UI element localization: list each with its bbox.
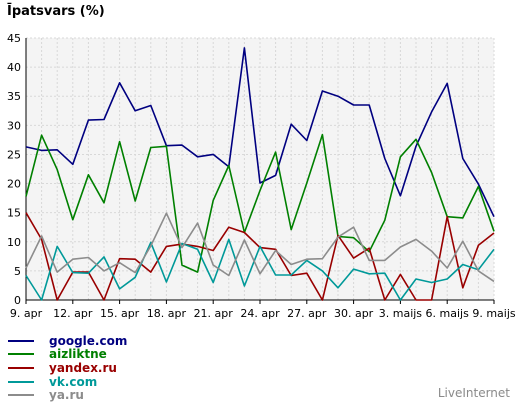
y-tick-label: 15 bbox=[7, 207, 21, 220]
legend-label: ya.ru bbox=[49, 388, 84, 403]
x-tick-label: 3. maijs bbox=[379, 307, 423, 320]
series-line-google-com bbox=[25, 47, 495, 218]
legend-item: vk.com bbox=[8, 375, 127, 389]
y-tick-label: 20 bbox=[7, 178, 21, 191]
legend-swatch bbox=[8, 366, 34, 369]
x-tick-label: 12. apr bbox=[53, 307, 93, 320]
legend-item: google.com bbox=[8, 334, 127, 348]
plot-area bbox=[26, 38, 494, 300]
x-tick-label: 24. apr bbox=[240, 307, 280, 320]
series-line-aizliktne bbox=[25, 133, 495, 273]
chart-title: Īpatsvars (%) bbox=[7, 4, 105, 19]
tick-labels: 0 5 10 15 20 25 30 35 40 45 9. apr 12. apr 15. apr 18… bbox=[7, 32, 516, 320]
y-tick-label: 35 bbox=[7, 90, 21, 103]
x-tick-label: 30. apr bbox=[334, 307, 374, 320]
y-tick-label: 45 bbox=[7, 32, 21, 45]
series-lines bbox=[25, 47, 495, 301]
legend-label: aizliktne bbox=[49, 347, 107, 362]
x-tick-label: 18. apr bbox=[147, 307, 187, 320]
legend-swatch bbox=[8, 380, 34, 383]
y-tick-label: 30 bbox=[7, 119, 21, 132]
legend: google.com aizliktne yandex.ru vk.com ya.ru bbox=[8, 334, 127, 402]
series-line-vk-com bbox=[25, 238, 495, 301]
y-tick-label: 40 bbox=[7, 61, 21, 74]
legend-swatch bbox=[8, 353, 34, 356]
x-tick-label: 9. maijs bbox=[472, 307, 516, 320]
legend-item: ya.ru bbox=[8, 388, 127, 402]
legend-item: aizliktne bbox=[8, 347, 127, 362]
series-line-ya-ru bbox=[25, 212, 495, 283]
x-tick-label: 15. apr bbox=[100, 307, 140, 320]
x-tick-label: 6. maijs bbox=[426, 307, 470, 320]
legend-swatch bbox=[8, 339, 34, 342]
legend-label: google.com bbox=[49, 333, 128, 348]
legend-label: yandex.ru bbox=[49, 360, 117, 375]
watermark-text: LiveInternet bbox=[437, 386, 510, 400]
y-tick-label: 0 bbox=[14, 294, 21, 307]
x-tick-label: 21. apr bbox=[194, 307, 234, 320]
legend-item: yandex.ru bbox=[8, 361, 127, 375]
y-tick-label: 10 bbox=[7, 236, 21, 249]
x-tick-label: 9. apr bbox=[10, 307, 43, 320]
legend-label: vk.com bbox=[49, 374, 98, 389]
y-tick-label: 5 bbox=[14, 265, 21, 278]
line-chart: 0 5 10 15 20 25 30 35 40 45 9. apr 12. apr 15. apr 18… bbox=[7, 32, 516, 320]
x-tick-label: 27. apr bbox=[287, 307, 327, 320]
y-tick-label: 25 bbox=[7, 148, 21, 161]
legend-swatch bbox=[8, 394, 34, 397]
